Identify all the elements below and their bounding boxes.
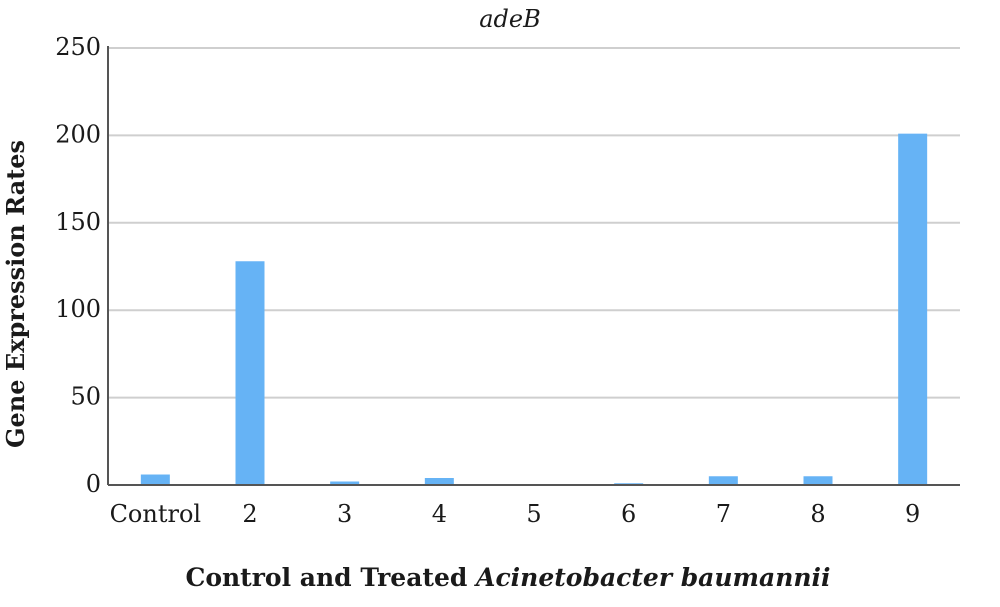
bar-4 (424, 478, 454, 485)
x-tick-label: 6 (621, 500, 636, 528)
y-tick-label: 200 (55, 120, 101, 148)
x-axis-label-prefix: Control and Treated (185, 563, 476, 592)
bar-3 (330, 481, 360, 485)
bars (140, 133, 928, 486)
x-tick-label: 9 (905, 500, 920, 528)
y-axis-label: Gene Expression Rates (1, 140, 30, 448)
x-axis-label: Control and Treated Acinetobacter bauman… (185, 563, 830, 592)
axes (107, 46, 960, 486)
y-tick-label: 100 (55, 295, 101, 323)
x-tick-label: Control (110, 500, 202, 528)
y-tick-labels: 0 50 100 150 200 250 (55, 33, 101, 498)
bar-9 (898, 133, 928, 486)
x-tick-label: 3 (337, 500, 352, 528)
y-tick-label: 150 (55, 208, 101, 236)
x-tick-label: 7 (716, 500, 731, 528)
x-tick-labels: Control 2 3 4 5 6 7 8 9 (110, 500, 921, 528)
bar-control (140, 474, 170, 485)
x-tick-label: 5 (526, 500, 541, 528)
y-tick-label: 250 (55, 33, 101, 61)
y-tick-label: 50 (70, 383, 101, 411)
x-axis-label-species: Acinetobacter baumannii (474, 563, 831, 592)
y-tick-label: 0 (86, 470, 101, 498)
bar-7 (708, 476, 738, 485)
bar-8 (803, 476, 833, 485)
x-tick-label: 4 (432, 500, 447, 528)
x-tick-label: 2 (242, 500, 257, 528)
chart-title: adeB (479, 5, 541, 33)
x-tick-label: 8 (810, 500, 825, 528)
bar-2 (235, 261, 265, 485)
